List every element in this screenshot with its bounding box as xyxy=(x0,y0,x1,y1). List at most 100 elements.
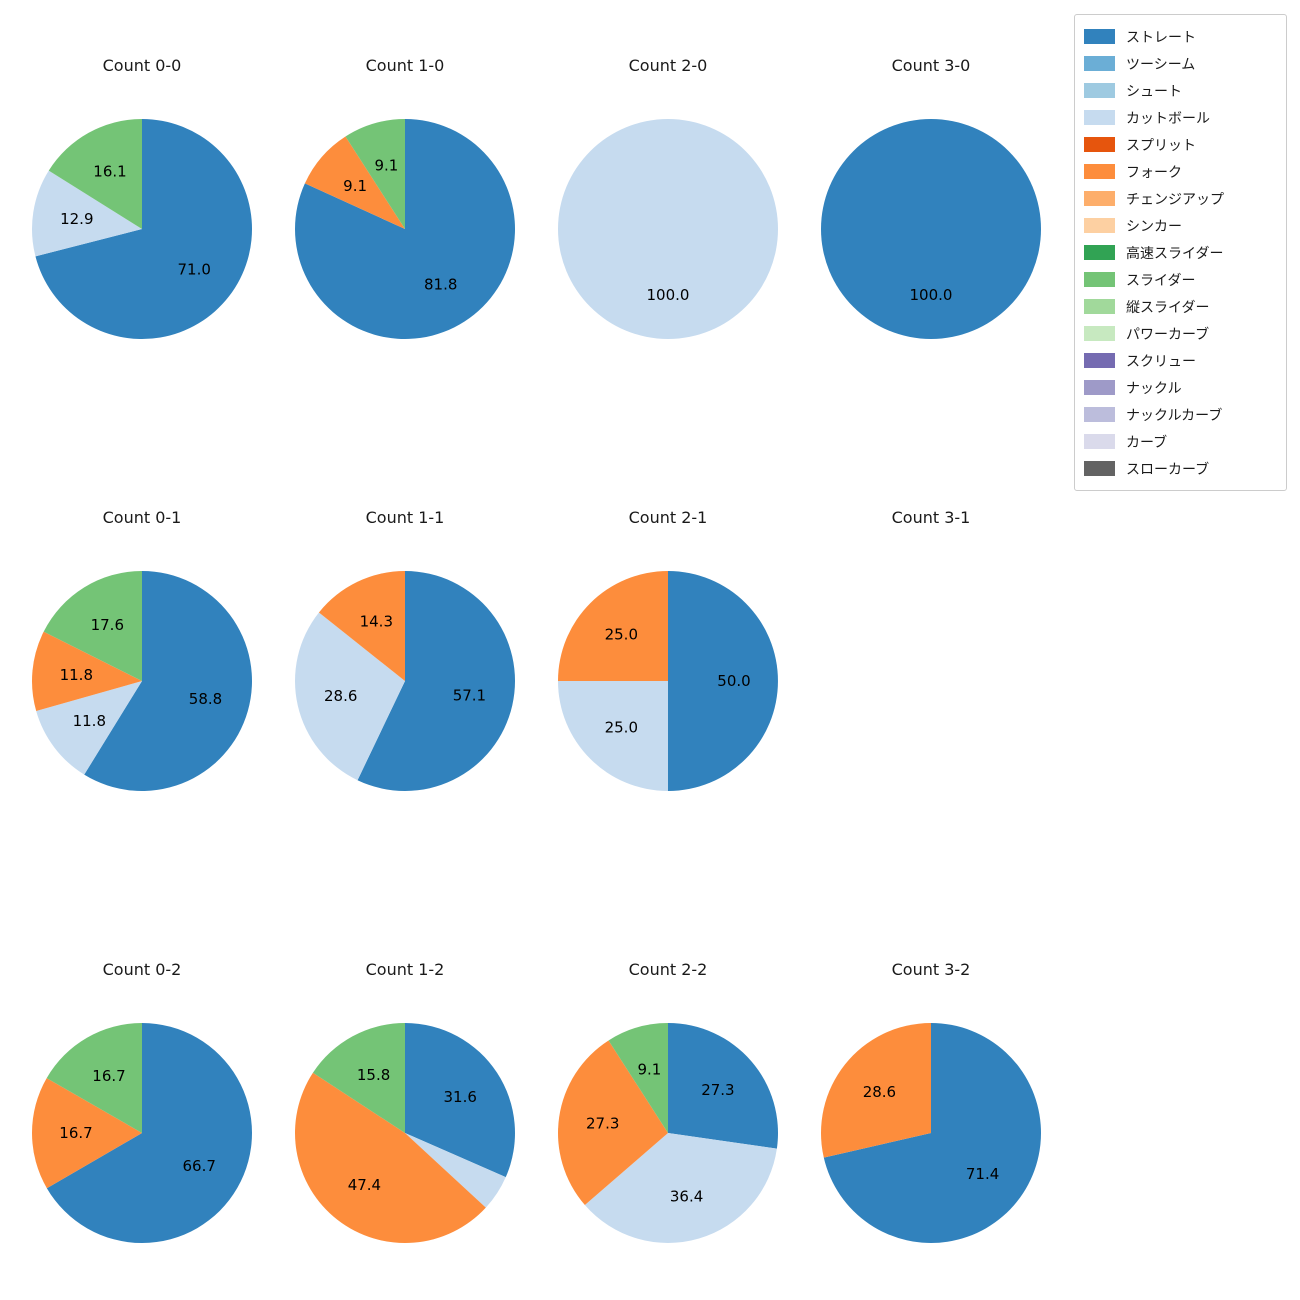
pie-slice xyxy=(295,119,516,339)
legend-swatch xyxy=(1084,407,1115,422)
legend-label: ストレート xyxy=(1126,29,1196,46)
legend-label: 縦スライダー xyxy=(1126,299,1210,316)
legend-swatch xyxy=(1084,245,1115,260)
pie-slice xyxy=(558,119,778,339)
legend-item: スプリット xyxy=(1084,131,1280,158)
legend-label: チェンジアップ xyxy=(1126,191,1224,208)
slice-value-label: 81.8 xyxy=(424,276,457,294)
pie-slice xyxy=(584,1133,777,1243)
slice-value-label: 27.3 xyxy=(701,1081,734,1099)
legend-swatch xyxy=(1084,56,1115,71)
pie-chart: 71.0 12.9 16.1 xyxy=(32,119,253,339)
legend-swatch xyxy=(1084,461,1115,476)
pie-slice xyxy=(36,681,142,775)
legend-item: カットボール xyxy=(1084,104,1280,131)
legend-swatch xyxy=(1084,272,1115,287)
pie-slice xyxy=(820,1023,931,1158)
pie-cell: Count 3-2 71.4 28.6 xyxy=(811,960,1051,1253)
legend-swatch xyxy=(1084,191,1115,206)
pie-slice xyxy=(48,119,142,229)
legend-item: フォーク xyxy=(1084,158,1280,185)
legend-swatch xyxy=(1084,29,1115,44)
pie-slice xyxy=(35,119,253,339)
pie-slice xyxy=(405,1133,506,1208)
pie-slice xyxy=(84,571,252,791)
legend-item: チェンジアップ xyxy=(1084,185,1280,212)
pie-slice xyxy=(668,571,778,791)
legend-item: スライダー xyxy=(1084,266,1280,293)
legend-item: ストレート xyxy=(1084,23,1280,50)
legend-label: ナックルカーブ xyxy=(1126,407,1223,424)
slice-value-label: 25.0 xyxy=(605,625,638,643)
slice-value-label: 27.3 xyxy=(586,1115,619,1133)
pie-title: Count 0-0 xyxy=(102,56,182,75)
slice-value-label: 100.0 xyxy=(647,286,690,304)
pie-chart: 66.7 16.7 16.7 xyxy=(31,1023,252,1243)
pie-slice xyxy=(46,1023,142,1133)
pie-title: Count 0-2 xyxy=(102,960,182,979)
legend-item: 縦スライダー xyxy=(1084,293,1280,320)
pie-chart: 81.8 9.1 9.1 xyxy=(295,119,516,339)
pie-title: Count 3-0 xyxy=(891,56,971,75)
legend-label: スプリット xyxy=(1126,137,1196,154)
pie-title: Count 2-2 xyxy=(628,960,708,979)
pie-chart: 58.8 11.8 11.8 17.6 xyxy=(32,571,252,791)
legend-swatch xyxy=(1084,164,1115,179)
legend-label: カットボール xyxy=(1126,110,1210,127)
slice-value-label: 71.0 xyxy=(177,261,210,279)
pie-chart: 57.1 28.6 14.3 xyxy=(295,571,516,791)
pie-chart: 71.4 28.6 xyxy=(820,1023,1041,1243)
pie-chart: 50.0 25.0 25.0 xyxy=(558,571,778,791)
pie-slice xyxy=(821,119,1041,339)
legend-label: カーブ xyxy=(1126,434,1168,451)
slice-value-label: 66.7 xyxy=(182,1157,215,1175)
slice-value-label: 11.8 xyxy=(60,666,93,684)
pie-chart: 100.0 xyxy=(558,119,778,339)
pie-cell: Count 2-0 100.0 xyxy=(548,56,788,349)
slice-value-label: 47.4 xyxy=(348,1176,381,1194)
pie-cell: Count 0-2 66.7 16.7 16.7 xyxy=(22,960,262,1253)
pie-cell: Count 2-2 27.3 36.4 27.3 9.1 xyxy=(548,960,788,1253)
legend-item: スローカーブ xyxy=(1084,455,1280,482)
legend-swatch xyxy=(1084,218,1115,233)
pie-cell: Count 3-0 100.0 xyxy=(811,56,1051,349)
legend-item: ナックルカーブ xyxy=(1084,401,1280,428)
legend-item: スクリュー xyxy=(1084,347,1280,374)
slice-value-label: 16.1 xyxy=(93,162,126,180)
pie-cell: Count 2-1 50.0 25.0 25.0 xyxy=(548,508,788,801)
legend-swatch xyxy=(1084,110,1115,125)
slice-value-label: 57.1 xyxy=(453,687,486,705)
slice-value-label: 28.6 xyxy=(863,1083,896,1101)
pie-title: Count 1-1 xyxy=(365,508,445,527)
legend-label: ナックル xyxy=(1126,380,1182,397)
legend-label: パワーカーブ xyxy=(1126,326,1210,343)
legend-item: パワーカーブ xyxy=(1084,320,1280,347)
pie-slice xyxy=(345,119,405,229)
legend-label: シンカー xyxy=(1126,218,1182,235)
legend-item: ナックル xyxy=(1084,374,1280,401)
pie-slice xyxy=(31,1078,142,1189)
slice-value-label: 36.4 xyxy=(670,1187,703,1205)
pie-title: Count 3-1 xyxy=(891,508,971,527)
legend: ストレート ツーシーム シュート カットボール スプリット フォーク チェンジアップ シンカー… xyxy=(1074,14,1287,491)
slice-value-label: 12.9 xyxy=(60,210,93,228)
pie-chart: 100.0 xyxy=(821,119,1041,339)
pie-title: Count 0-1 xyxy=(102,508,182,527)
pie-slice xyxy=(304,136,405,229)
legend-item: カーブ xyxy=(1084,428,1280,455)
pie-slice xyxy=(608,1023,668,1133)
slice-value-label: 100.0 xyxy=(910,286,953,304)
legend-swatch xyxy=(1084,434,1115,449)
slice-value-label: 11.8 xyxy=(73,712,106,730)
pie-slice xyxy=(32,170,142,257)
slice-value-label: 14.3 xyxy=(360,613,393,631)
legend-label: 高速スライダー xyxy=(1126,245,1224,262)
pie-slice xyxy=(558,571,668,681)
pie-cell: Count 1-2 31.6 47.4 15.8 xyxy=(285,960,525,1253)
pie-slice xyxy=(46,1023,252,1243)
pie-title: Count 1-2 xyxy=(365,960,445,979)
pie-slice xyxy=(357,571,516,791)
legend-label: スクリュー xyxy=(1126,353,1196,370)
slice-value-label: 16.7 xyxy=(59,1124,92,1142)
pie-title: Count 1-0 xyxy=(365,56,445,75)
